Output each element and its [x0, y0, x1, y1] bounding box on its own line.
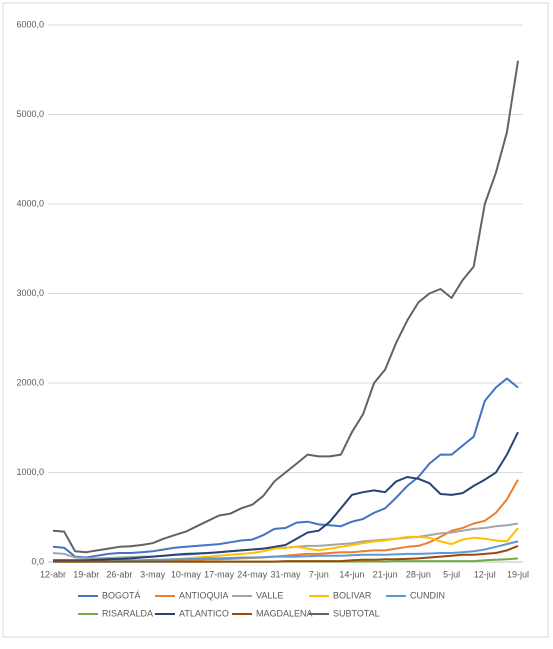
legend-label: MAGDALENA	[256, 608, 313, 618]
x-tick-label: 19-jul	[507, 569, 529, 579]
x-tick-label: 12-jul	[474, 569, 496, 579]
y-tick-label: 6000,0	[16, 19, 44, 29]
x-tick-label: 5-jul	[443, 569, 460, 579]
series-line	[52, 60, 519, 554]
x-tick-label: 31-may	[270, 569, 301, 579]
legend-label: ATLANTICO	[179, 608, 229, 618]
x-tick-label: 10-may	[171, 569, 202, 579]
x-tick-label: 7-jun	[309, 569, 329, 579]
chart-frame	[2, 2, 549, 638]
legend-label: VALLE	[256, 590, 283, 600]
x-tick-label: 21-jun	[373, 569, 398, 579]
y-tick-label: 1000,0	[16, 467, 44, 477]
y-tick-label: 5000,0	[16, 109, 44, 119]
y-tick-label: 3000,0	[16, 288, 44, 298]
x-tick-label: 19-abr	[73, 569, 99, 579]
series-line	[53, 431, 519, 562]
x-tick-label: 26-abr	[106, 569, 132, 579]
series-line	[53, 544, 519, 563]
y-tick-label: 4000,0	[16, 198, 44, 208]
series-line	[52, 377, 519, 559]
x-tick-label: 12-abr	[40, 569, 66, 579]
y-tick-label: 0,0	[31, 556, 44, 566]
legend-label: RISARALDA	[102, 608, 153, 618]
legend-label: BOGOTÁ	[102, 590, 141, 600]
legend-label: BOLIVAR	[333, 590, 372, 600]
x-tick-label: 14-jun	[339, 569, 364, 579]
series-line	[53, 540, 519, 563]
x-tick-label: 24-may	[237, 569, 268, 579]
x-tick-label: 28-jun	[406, 569, 431, 579]
legend-label: CUNDIN	[410, 590, 445, 600]
legend-label: SUBTOTAL	[333, 608, 380, 618]
x-tick-label: 3-may	[140, 569, 166, 579]
y-tick-label: 2000,0	[16, 377, 44, 387]
legend-label: ANTIOQUIA	[179, 590, 229, 600]
x-tick-label: 17-may	[204, 569, 235, 579]
